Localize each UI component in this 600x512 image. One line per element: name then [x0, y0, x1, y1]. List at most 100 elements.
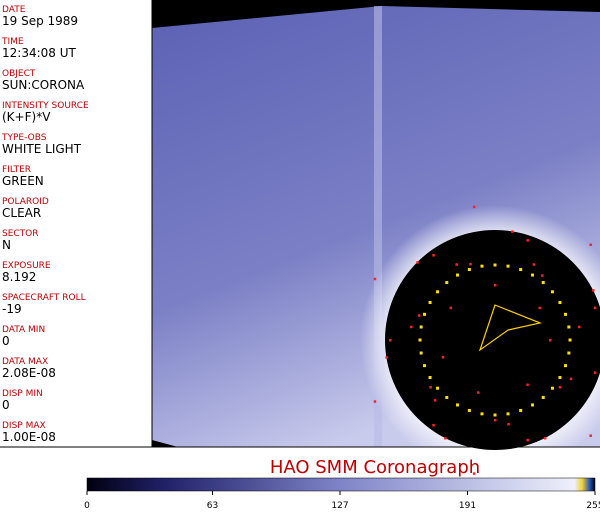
marker [543, 437, 547, 440]
marker [563, 364, 567, 368]
marker [563, 312, 567, 316]
field-label: DATA MAX [2, 357, 48, 367]
marker [433, 399, 437, 402]
marker [455, 263, 458, 266]
marker [436, 290, 440, 294]
marker [526, 239, 529, 242]
marker [472, 205, 476, 209]
marker [593, 306, 597, 310]
image-streak [374, 6, 382, 447]
marker [532, 263, 536, 266]
marker [467, 268, 471, 272]
marker [550, 386, 554, 390]
marker [511, 230, 514, 233]
markers [373, 205, 597, 475]
marker [423, 312, 427, 316]
marker [389, 339, 392, 342]
marker [558, 376, 562, 379]
marker [558, 386, 562, 389]
marker [519, 268, 523, 272]
marker [531, 403, 534, 407]
marker [480, 412, 484, 416]
marker [589, 243, 592, 247]
field-value: (K+F)*V [2, 110, 51, 124]
marker [432, 254, 435, 257]
marker [494, 284, 497, 287]
marker [416, 261, 419, 264]
colorbar-title: HAO SMM Coronagraph [270, 457, 480, 478]
marker [429, 386, 432, 389]
marker [449, 306, 453, 310]
field-value: N [2, 238, 11, 252]
marker [519, 408, 523, 412]
field-label: SPACECRAFT ROLL [2, 293, 86, 303]
marker [469, 262, 472, 266]
marker [436, 386, 440, 390]
marker [589, 434, 592, 437]
field-label: FILTER [2, 165, 31, 175]
field-value: WHITE LIGHT [2, 142, 82, 156]
marker [373, 400, 377, 403]
field-value: SUN:CORONA [2, 78, 85, 92]
tick-label: 255 [586, 501, 600, 511]
tick-label: 0 [84, 501, 90, 511]
marker [480, 264, 484, 268]
field-label: EXPOSURE [2, 261, 51, 271]
marker [428, 301, 432, 304]
field-value: 8.192 [2, 270, 36, 284]
marker [419, 351, 423, 355]
sun-outline [478, 304, 543, 352]
field-value: 0 [2, 398, 10, 412]
marker [419, 325, 423, 329]
field-label: OBJECT [2, 69, 36, 79]
marker [373, 277, 377, 281]
marker [493, 263, 497, 267]
occulting-disk [385, 230, 600, 450]
field-value: 19 Sep 1989 [2, 14, 78, 28]
marker [526, 383, 529, 386]
field-value: GREEN [2, 174, 44, 188]
marker [477, 391, 480, 394]
marker [423, 364, 427, 368]
marker [558, 301, 562, 304]
field-label: DISP MAX [2, 421, 46, 431]
marker [531, 273, 534, 277]
marker [568, 338, 572, 342]
marker [444, 437, 447, 440]
marker [456, 273, 459, 277]
field-label: TYPE-OBS [1, 133, 47, 143]
marker [507, 422, 510, 426]
field-label: INTENSITY SOURCE [2, 101, 89, 111]
field-value: CLEAR [2, 206, 41, 220]
field-value: 1.00E-08 [2, 430, 56, 444]
tick-label: 63 [207, 501, 218, 511]
marker [467, 408, 471, 412]
marker [493, 413, 497, 417]
marker [541, 281, 545, 285]
field-value: -19 [2, 302, 22, 316]
marker [577, 325, 581, 329]
marker [472, 472, 476, 475]
field-label: TIME [1, 37, 24, 47]
marker [432, 423, 435, 427]
marker [592, 289, 595, 292]
field-label: POLAROID [2, 197, 49, 207]
marker [445, 281, 449, 285]
marker [494, 419, 497, 422]
marker [541, 395, 545, 399]
field-label: DATE [2, 5, 26, 15]
marker [567, 325, 571, 329]
marker [428, 376, 432, 379]
field-label: SECTOR [2, 229, 39, 239]
marker [538, 306, 541, 310]
marker [567, 351, 571, 355]
field-label: DISP MIN [2, 389, 43, 399]
marker [526, 438, 529, 442]
marker [445, 395, 449, 399]
marker [541, 274, 544, 277]
marker [550, 290, 554, 294]
field-value: 2.08E-08 [2, 366, 56, 380]
marker [410, 325, 413, 329]
